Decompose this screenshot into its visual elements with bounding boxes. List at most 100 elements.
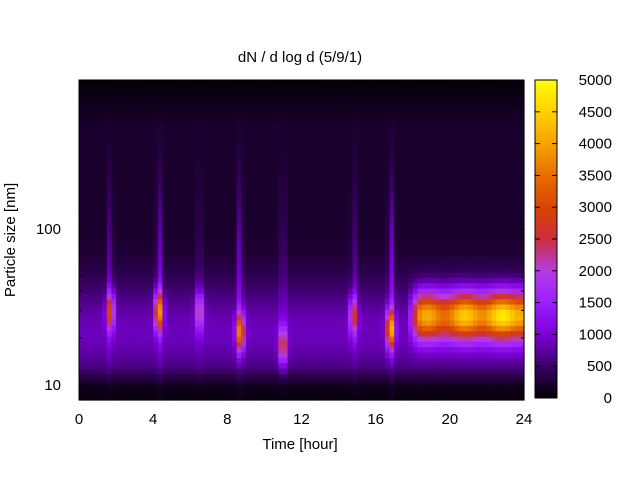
heatmap-cell [139, 362, 145, 369]
heatmap-cell [306, 170, 312, 177]
heatmap-cell [347, 378, 354, 385]
heatmap-cell [227, 250, 233, 257]
heatmap-cell [431, 122, 437, 129]
heatmap-cell [83, 378, 89, 385]
heatmap-cell [185, 96, 191, 102]
heatmap-cell [301, 336, 307, 342]
heatmap-cell [157, 394, 164, 401]
heatmap-cell [120, 357, 126, 364]
heatmap-cell [157, 336, 164, 342]
heatmap-cell [245, 266, 252, 273]
heatmap-cell [292, 208, 298, 214]
heatmap-cell [250, 384, 256, 390]
heatmap-cell [417, 362, 423, 369]
heatmap-cell [190, 304, 196, 310]
heatmap-cell [139, 154, 145, 161]
heatmap-cell [125, 122, 131, 129]
heatmap-cell [129, 154, 136, 161]
heatmap-cell [167, 341, 173, 348]
heatmap-cell [320, 277, 326, 284]
heatmap-cell [431, 197, 437, 204]
heatmap-cell [371, 202, 377, 209]
heatmap-cell [143, 144, 150, 150]
heatmap-cell [459, 186, 465, 193]
heatmap-cell [384, 176, 391, 182]
heatmap-cell [310, 165, 317, 172]
heatmap-cell [148, 288, 154, 294]
heatmap-cell [213, 149, 219, 156]
heatmap-cell [171, 80, 177, 86]
heatmap-cell [134, 160, 140, 166]
heatmap-cell [403, 330, 409, 337]
heatmap-cell [231, 330, 238, 337]
heatmap-cell [83, 288, 89, 294]
heatmap-cell [269, 373, 275, 380]
heatmap-cell [241, 368, 247, 374]
heatmap-cell [412, 277, 418, 284]
heatmap-cell [180, 261, 187, 268]
heatmap-cell [324, 293, 330, 300]
heatmap-cell [176, 197, 182, 204]
heatmap-cell [269, 304, 275, 310]
heatmap-cell [245, 218, 252, 225]
heatmap-cell [403, 128, 409, 134]
heatmap-cell [398, 90, 405, 97]
heatmap-cell [241, 389, 247, 396]
heatmap-cell [389, 122, 395, 129]
heatmap-cell [194, 378, 201, 385]
heatmap-cell [176, 362, 182, 369]
heatmap-cell [449, 362, 456, 369]
heatmap-cell [398, 325, 405, 332]
heatmap-cell [310, 208, 317, 214]
heatmap-cell [190, 320, 196, 326]
heatmap-cell [180, 234, 187, 241]
heatmap-cell [194, 357, 201, 364]
heatmap-cell [204, 352, 210, 358]
heatmap-cell [375, 384, 381, 390]
heatmap-cell [380, 80, 386, 86]
heatmap-cell [264, 304, 270, 310]
heatmap-cell [278, 368, 284, 374]
heatmap-cell [273, 330, 279, 337]
heatmap-cell [412, 170, 418, 177]
heatmap-cell [102, 85, 108, 92]
heatmap-cell [139, 277, 145, 284]
heatmap-cell [292, 352, 298, 358]
heatmap-cell [213, 133, 219, 140]
heatmap-cell [153, 266, 159, 273]
heatmap-cell [97, 352, 103, 358]
heatmap-cell [92, 309, 99, 316]
heatmap-cell [315, 181, 321, 188]
heatmap-cell [148, 261, 154, 268]
heatmap-cell [227, 101, 233, 108]
heatmap-cell [445, 384, 451, 390]
heatmap-cell [371, 320, 377, 326]
heatmap-cell [97, 362, 103, 369]
heatmap-cell [208, 154, 215, 161]
heatmap-cell [79, 112, 85, 118]
heatmap-cell [148, 160, 154, 166]
heatmap-cell [296, 112, 303, 118]
heatmap-cell [380, 213, 386, 220]
heatmap-cell [97, 117, 103, 124]
heatmap-cell [241, 80, 247, 86]
heatmap-cell [129, 234, 136, 241]
heatmap-cell [148, 106, 154, 113]
heatmap-cell [176, 293, 182, 300]
heatmap-cell [97, 224, 103, 230]
heatmap-cell [269, 229, 275, 236]
heatmap-cell [306, 208, 312, 214]
heatmap-cell [204, 96, 210, 102]
heatmap-cell [389, 218, 395, 225]
heatmap-cell [134, 101, 140, 108]
heatmap-cell [218, 314, 224, 321]
heatmap-cell [250, 240, 256, 246]
heatmap-cell [292, 346, 298, 353]
heatmap-cell [259, 192, 266, 198]
heatmap-cell [366, 341, 372, 348]
heatmap-cell [320, 389, 326, 396]
heatmap-cell [292, 101, 298, 108]
heatmap-cell [250, 234, 256, 241]
heatmap-cell [352, 368, 358, 374]
heatmap-cell [352, 320, 358, 326]
